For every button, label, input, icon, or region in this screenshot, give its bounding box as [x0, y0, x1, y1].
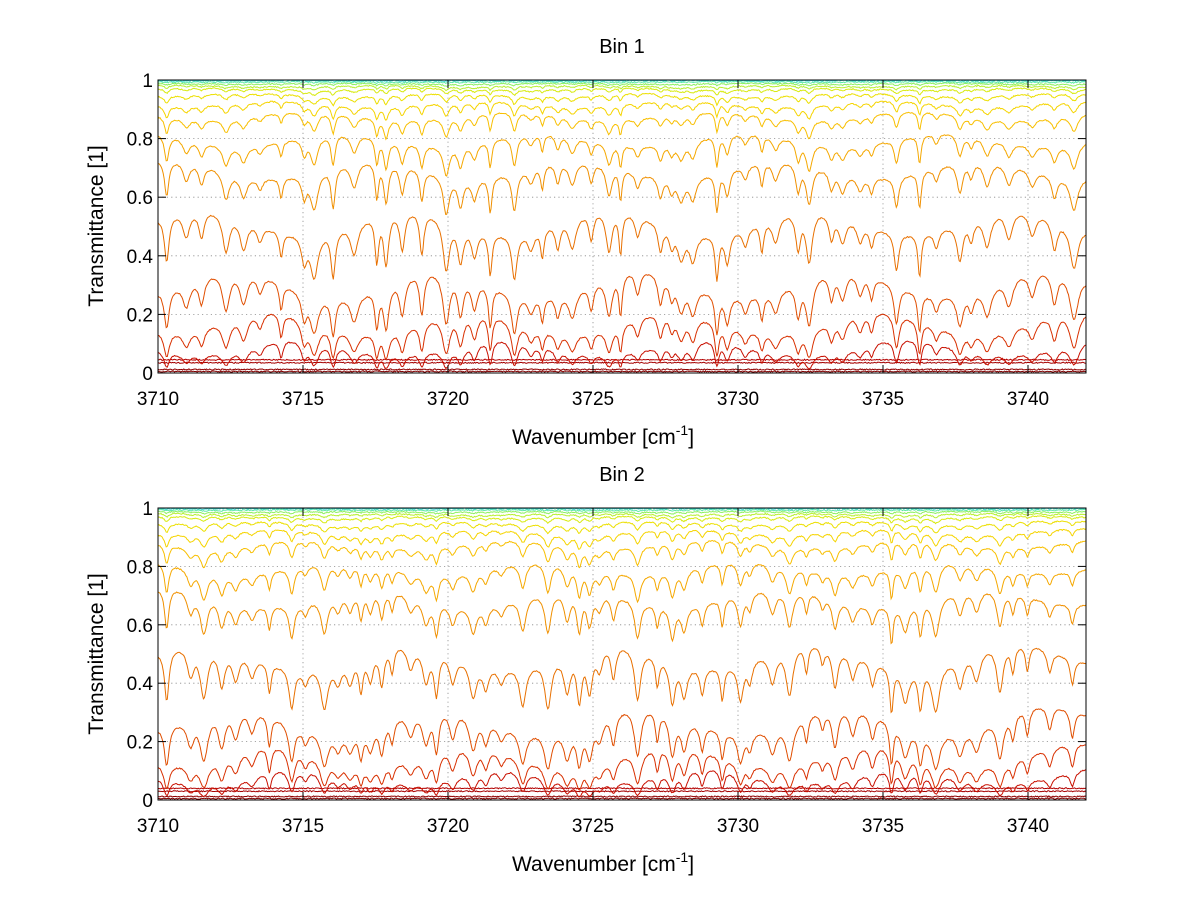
series-line	[158, 512, 1086, 519]
series-line	[158, 563, 1086, 604]
series-line	[158, 87, 1086, 97]
y-tick-label: 1	[142, 71, 153, 92]
series-line	[158, 515, 1086, 525]
x-tick-label: 3730	[717, 389, 759, 410]
x-axis-label-close: ]	[688, 853, 694, 876]
x-axis-label: Wavenumber [cm-1]	[512, 849, 694, 876]
axes-box	[157, 507, 1087, 801]
x-tick-label: 3725	[572, 816, 614, 837]
x-axis-label-main: Wavenumber [cm	[512, 853, 676, 876]
x-tick-label: 3715	[282, 389, 324, 410]
y-tick-label: 0.8	[127, 130, 153, 151]
series-line	[158, 789, 1086, 793]
y-tick-label: 0.6	[127, 188, 153, 209]
series-line	[158, 708, 1086, 771]
x-tick-label: 3735	[862, 816, 904, 837]
series-line	[158, 787, 1086, 790]
series-line	[158, 744, 1086, 791]
y-tick-label: 0.2	[127, 305, 153, 326]
x-tick-label: 3725	[572, 389, 614, 410]
series-line	[158, 510, 1086, 515]
x-tick-label: 3740	[1007, 389, 1049, 410]
y-tick-label: 0.4	[127, 674, 154, 695]
series-line	[158, 214, 1086, 282]
chart-title: Bin 2	[599, 464, 645, 486]
axes-box	[157, 79, 1087, 374]
series-line	[158, 84, 1086, 92]
series-line	[158, 368, 1086, 371]
y-tick-label: 0	[142, 364, 153, 385]
series-line	[158, 528, 1086, 550]
x-axis-label-close: ]	[688, 426, 694, 449]
series-line	[158, 100, 1086, 121]
y-tick-label: 0.6	[127, 616, 153, 637]
x-tick-label: 3715	[282, 816, 324, 837]
series-line	[158, 134, 1086, 177]
x-axis-label-sup: -1	[676, 422, 689, 438]
y-axis-label: Transmittance [1]	[85, 573, 108, 734]
series-group	[158, 80, 1086, 373]
y-tick-label: 0.8	[127, 557, 153, 578]
y-axis-label: Transmittance [1]	[85, 145, 108, 306]
chart-title: Bin 1	[599, 36, 645, 58]
series-line	[158, 540, 1086, 569]
plot-area	[158, 80, 1086, 373]
x-tick-label: 3735	[862, 389, 904, 410]
x-axis-label-main: Wavenumber [cm	[512, 426, 676, 449]
series-line	[158, 313, 1086, 361]
x-axis-label-sup: -1	[676, 849, 689, 865]
x-tick-label: 3740	[1007, 816, 1049, 837]
plot-area	[158, 508, 1086, 800]
series-line	[158, 82, 1086, 87]
x-tick-label: 3710	[137, 389, 179, 410]
series-line	[158, 111, 1086, 141]
series-line	[158, 520, 1086, 535]
series-line	[158, 358, 1086, 362]
y-tick-label: 1	[142, 499, 153, 520]
y-tick-label: 0.2	[127, 733, 153, 754]
series-group	[158, 508, 1086, 800]
series-line	[158, 769, 1086, 798]
series-line	[158, 274, 1086, 338]
series-line	[158, 508, 1086, 511]
x-tick-label: 3720	[427, 816, 469, 837]
x-tick-label: 3710	[137, 816, 179, 837]
series-line	[158, 163, 1086, 215]
series-line	[158, 370, 1086, 373]
y-tick-label: 0	[142, 791, 153, 812]
series-line	[158, 591, 1086, 645]
series-line	[158, 797, 1086, 800]
subplot-bin-2: Bin 2 Transmittance [1] Wavenumber [cm-1…	[85, 464, 1087, 876]
series-line	[158, 795, 1086, 798]
series-line	[158, 92, 1086, 107]
series-line	[158, 340, 1086, 370]
subplot-bin-1: Bin 1 Transmittance [1] Wavenumber [cm-1…	[85, 36, 1087, 449]
x-tick-label: 3720	[427, 389, 469, 410]
series-line	[158, 647, 1086, 714]
x-tick-label: 3730	[717, 816, 759, 837]
y-tick-label: 0.4	[127, 247, 154, 268]
x-axis-label: Wavenumber [cm-1]	[512, 422, 694, 449]
